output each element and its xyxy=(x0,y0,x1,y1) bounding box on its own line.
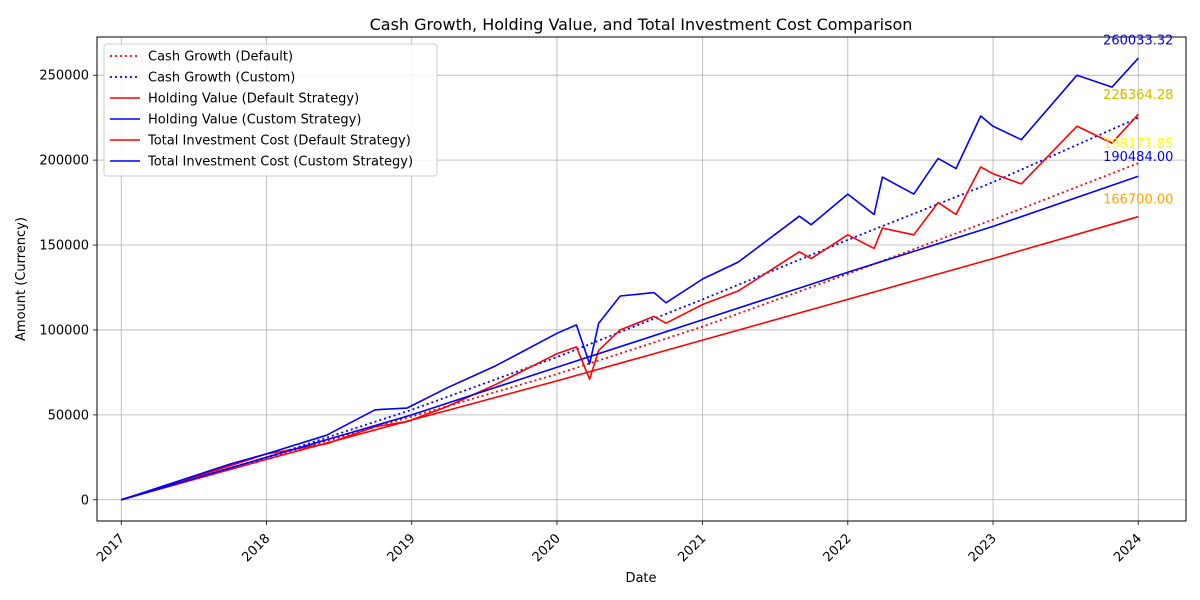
y-tick-label: 0 xyxy=(81,493,89,508)
legend-label: Holding Value (Default Strategy) xyxy=(148,92,359,107)
series-line-6 xyxy=(121,175,1139,501)
series-line-1 xyxy=(121,162,1139,501)
value-annotation: 225364.28 xyxy=(1103,88,1173,103)
legend-label: Total Investment Cost (Default Strategy) xyxy=(147,134,411,149)
chart-title: Cash Growth, Holding Value, and Total In… xyxy=(370,15,913,34)
y-tick-label: 250000 xyxy=(39,69,89,84)
y-ticks: 0 50000 100000 150000 200000 250000 xyxy=(39,69,97,508)
legend-label: Total Investment Cost (Custom Strategy) xyxy=(147,155,413,170)
value-annotation: 190484.00 xyxy=(1103,150,1173,165)
value-annotation: 260033.32 xyxy=(1103,34,1173,49)
legend-label: Cash Growth (Default) xyxy=(148,50,293,65)
legend: Cash Growth (Default) Cash Growth (Custom… xyxy=(103,43,438,177)
series-line-4 xyxy=(121,57,1139,501)
value-annotation: 226364.28 xyxy=(1103,88,1173,103)
series-line-5 xyxy=(121,215,1139,501)
legend-label: Cash Growth (Custom) xyxy=(148,71,295,86)
y-axis-label: Amount (Currency) xyxy=(14,217,29,341)
legend-box xyxy=(103,43,438,177)
axes-frame xyxy=(96,36,1187,522)
y-tick-label: 100000 xyxy=(39,323,89,338)
legend-label: Holding Value (Custom Strategy) xyxy=(148,113,361,128)
y-tick-label: 200000 xyxy=(39,154,89,169)
x-axis-label: Date xyxy=(625,571,656,586)
y-tick-label: 50000 xyxy=(48,408,89,423)
y-tick-label: 150000 xyxy=(39,239,89,254)
value-annotation: 198171.85 xyxy=(1103,137,1173,152)
value-annotation: 166700.00 xyxy=(1103,192,1173,207)
series-lines xyxy=(121,57,1139,501)
